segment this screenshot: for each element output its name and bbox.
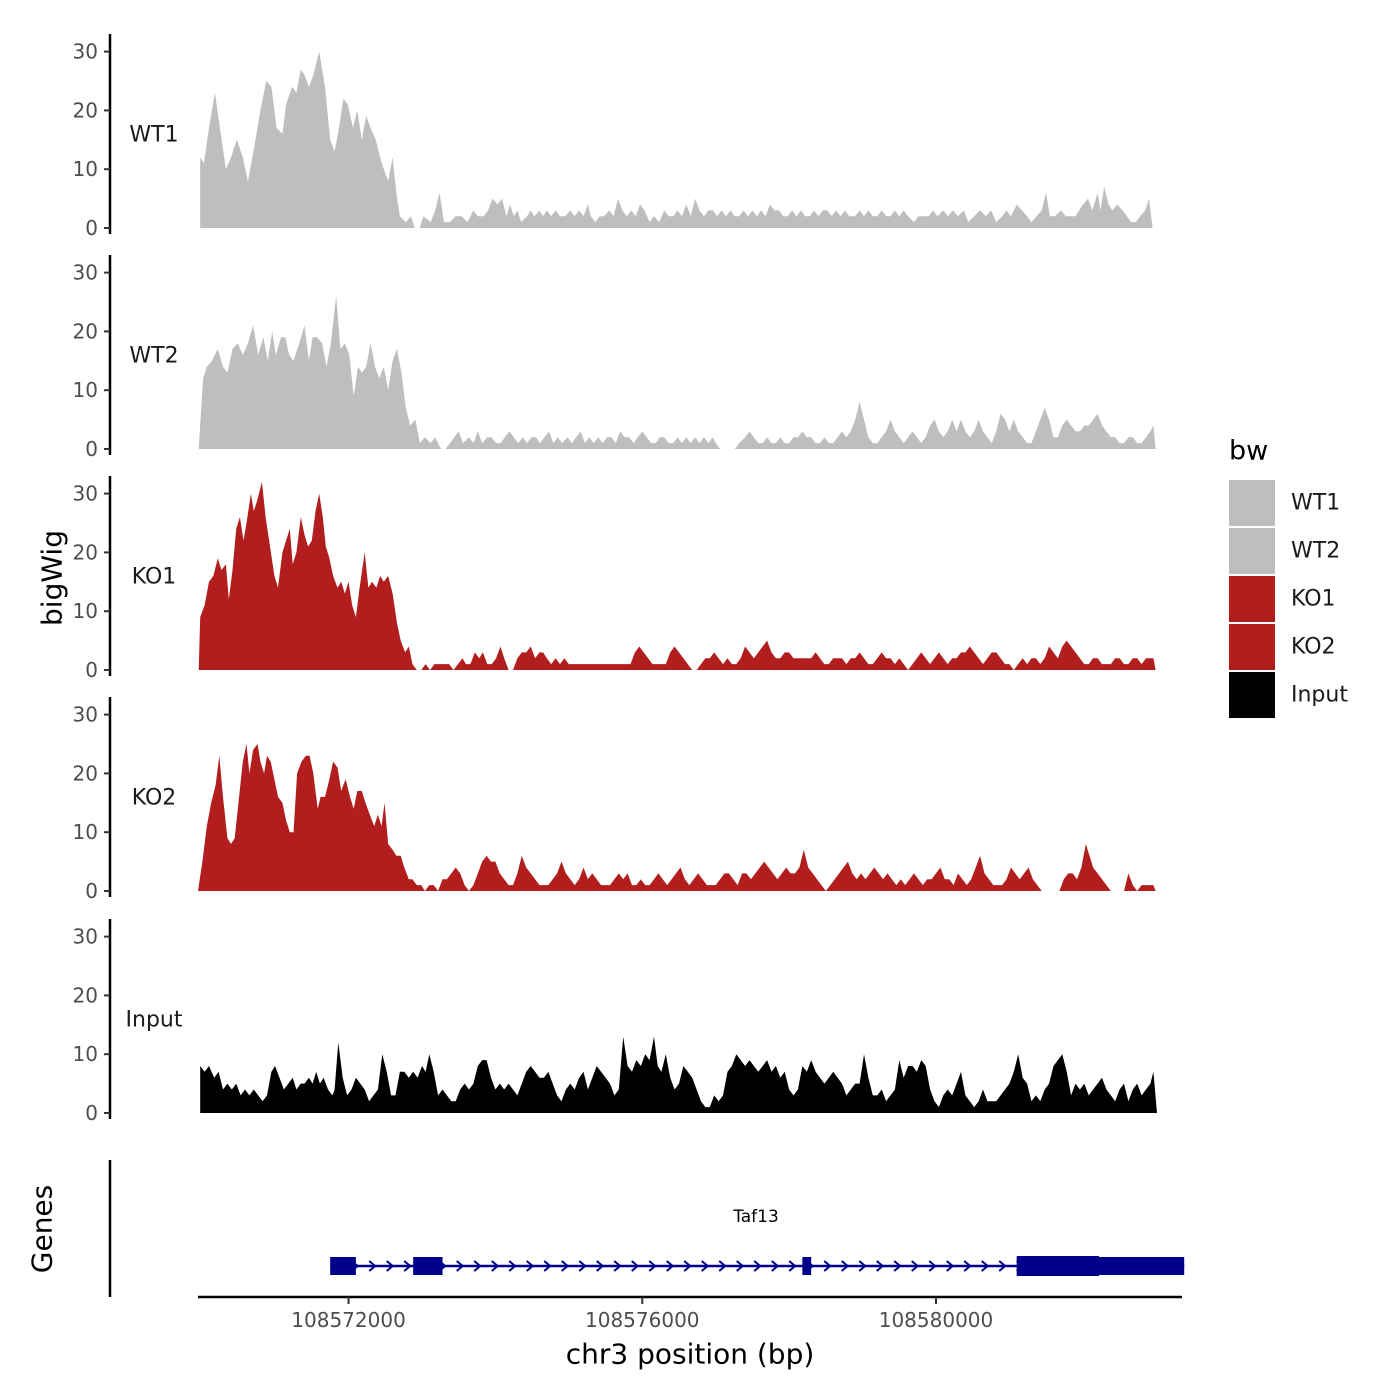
y-tick-label: 10 bbox=[73, 1042, 98, 1066]
legend: bw WT1 WT2 KO1 KO2 Input bbox=[1229, 436, 1348, 718]
y-tick-label: 20 bbox=[73, 98, 98, 122]
track-label-ko2: KO2 bbox=[132, 786, 177, 811]
strand-arrow-icon bbox=[526, 1260, 535, 1272]
x-tick-label: 108576000 bbox=[585, 1308, 700, 1332]
legend-key-wt1 bbox=[1229, 480, 1275, 526]
strand-arrow-icon bbox=[596, 1260, 605, 1272]
y-tick-label: 10 bbox=[73, 378, 98, 402]
strand-arrow-icon bbox=[876, 1260, 885, 1272]
y-tick-label: 0 bbox=[85, 879, 98, 903]
gene-exon bbox=[802, 1257, 812, 1275]
track-label-wt2: WT2 bbox=[129, 344, 178, 369]
x-tick-label: 108572000 bbox=[291, 1308, 406, 1332]
strand-arrow-icon bbox=[858, 1260, 867, 1272]
strand-arrow-icon bbox=[631, 1260, 640, 1272]
signal-area-ko2 bbox=[198, 744, 1156, 891]
strand-arrow-icon bbox=[666, 1260, 675, 1272]
strand-arrow-icon bbox=[771, 1260, 780, 1272]
strand-arrow-icon bbox=[683, 1260, 692, 1272]
track-ko1: 0 10 20 30 KO1 bbox=[73, 475, 1156, 682]
strand-arrow-icon bbox=[386, 1260, 395, 1272]
legend-label-ko2: KO2 bbox=[1291, 635, 1336, 660]
legend-key-input bbox=[1229, 672, 1275, 718]
gene-track-title: Genes bbox=[26, 1185, 59, 1273]
y-tick-label: 0 bbox=[85, 216, 98, 240]
strand-arrow-icon bbox=[911, 1260, 920, 1272]
signal-area-input bbox=[200, 1036, 1157, 1113]
y-tick-label: 20 bbox=[73, 540, 98, 564]
legend-key-ko1 bbox=[1229, 576, 1275, 622]
strand-arrow-icon bbox=[718, 1260, 727, 1272]
strand-arrow-icon bbox=[368, 1260, 377, 1272]
legend-label-wt1: WT1 bbox=[1291, 491, 1340, 516]
x-tick-label: 108580000 bbox=[879, 1308, 994, 1332]
strand-arrow-icon bbox=[648, 1260, 657, 1272]
y-tick-label: 30 bbox=[73, 261, 98, 285]
strand-arrow-icon bbox=[701, 1260, 710, 1272]
strand-arrow-icon bbox=[736, 1260, 745, 1272]
x-axis: 108572000 108576000 108580000 bbox=[198, 1295, 1182, 1332]
signal-area-wt1 bbox=[200, 51, 1153, 228]
strand-arrow-icon bbox=[841, 1260, 850, 1272]
legend-label-ko1: KO1 bbox=[1291, 587, 1336, 612]
track-label-wt1: WT1 bbox=[129, 123, 178, 148]
track-ko2: 0 10 20 30 KO2 bbox=[73, 696, 1156, 903]
legend-label-input: Input bbox=[1291, 683, 1348, 708]
y-tick-label: 30 bbox=[73, 925, 98, 949]
strand-arrow-icon bbox=[928, 1260, 937, 1272]
y-tick-label: 30 bbox=[73, 482, 98, 506]
strand-arrow-icon bbox=[508, 1260, 517, 1272]
signal-area-ko1 bbox=[198, 481, 1156, 670]
legend-title: bw bbox=[1229, 436, 1268, 467]
y-tick-label: 30 bbox=[73, 703, 98, 727]
y-tick-label: 0 bbox=[85, 437, 98, 461]
track-label-input: Input bbox=[126, 1008, 183, 1033]
legend-key-wt2 bbox=[1229, 528, 1275, 574]
y-tick-label: 20 bbox=[73, 319, 98, 343]
signal-area-wt2 bbox=[198, 296, 1156, 449]
gene-exon-thick bbox=[1016, 1256, 1100, 1276]
strand-arrow-icon bbox=[753, 1260, 762, 1272]
track-input: 0 10 20 30 Input bbox=[73, 918, 1157, 1125]
y-tick-label: 10 bbox=[73, 599, 98, 623]
strand-arrow-icon bbox=[491, 1260, 500, 1272]
gene-track: Genes Taf13 bbox=[26, 1160, 1185, 1297]
strand-arrow-icon bbox=[561, 1260, 570, 1272]
track-label-ko1: KO1 bbox=[132, 565, 177, 590]
strand-arrow-icon bbox=[788, 1260, 797, 1272]
y-tick-label: 20 bbox=[73, 761, 98, 785]
y-tick-label: 20 bbox=[73, 983, 98, 1007]
y-axis-title: bigWig bbox=[36, 530, 69, 626]
strand-arrow-icon bbox=[946, 1260, 955, 1272]
x-axis-title: chr3 position (bp) bbox=[566, 1338, 815, 1371]
strand-arrow-icon bbox=[578, 1260, 587, 1272]
strand-arrow-icon bbox=[893, 1260, 902, 1272]
y-tick-label: 10 bbox=[73, 820, 98, 844]
gene-exon bbox=[413, 1257, 443, 1275]
legend-label-wt2: WT2 bbox=[1291, 539, 1340, 564]
gene-name-label: Taf13 bbox=[732, 1207, 779, 1227]
y-tick-label: 10 bbox=[73, 157, 98, 181]
legend-key-ko2 bbox=[1229, 624, 1275, 670]
track-wt2: 0 10 20 30 WT2 bbox=[73, 254, 1156, 461]
strand-arrow-icon bbox=[998, 1260, 1007, 1272]
track-wt1: 0 10 20 30 WT1 bbox=[73, 33, 1153, 240]
y-tick-label: 0 bbox=[85, 658, 98, 682]
strand-arrow-icon bbox=[543, 1260, 552, 1272]
y-tick-label: 0 bbox=[85, 1101, 98, 1125]
strand-arrow-icon bbox=[613, 1260, 622, 1272]
signal-tracks: 0 10 20 30 WT1 0 10 20 30 WT2 0 10 20 30 KO1 0 10 20 30 KO2… bbox=[73, 33, 1157, 1125]
strand-arrow-icon bbox=[823, 1260, 832, 1272]
y-tick-label: 30 bbox=[73, 40, 98, 64]
strand-arrow-icon bbox=[981, 1260, 990, 1272]
strand-arrow-icon bbox=[456, 1260, 465, 1272]
strand-arrow-icon bbox=[473, 1260, 482, 1272]
strand-arrow-icon bbox=[963, 1260, 972, 1272]
strand-arrow-icon bbox=[403, 1260, 412, 1272]
gene-exon bbox=[330, 1257, 356, 1275]
